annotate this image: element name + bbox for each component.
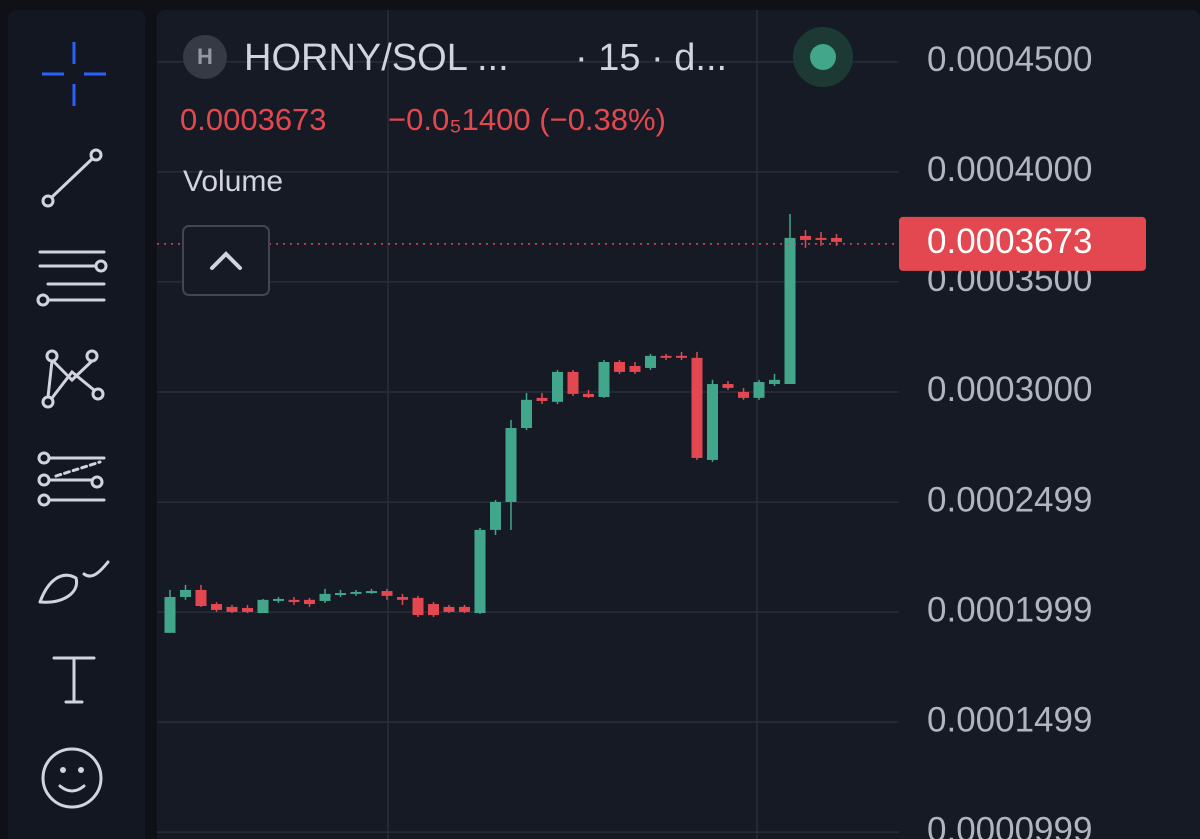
candle-body <box>815 237 827 240</box>
candle-body <box>676 355 687 358</box>
candle-body <box>707 384 718 460</box>
candle-body <box>536 397 548 401</box>
candle-body <box>598 362 610 397</box>
symbol-title[interactable]: HORNY/SOL ... <box>244 37 509 79</box>
last-price: 0.0003673 <box>180 102 327 137</box>
candle-body <box>474 529 486 614</box>
candle-body <box>490 501 501 530</box>
candle-body <box>784 237 796 385</box>
candle-body <box>319 593 331 601</box>
collapse-button[interactable] <box>182 225 270 296</box>
candle-body <box>350 591 362 594</box>
candle-body <box>211 604 222 610</box>
candle-body <box>288 599 300 603</box>
candle-body <box>521 399 532 429</box>
interval[interactable]: · 15 · d... <box>575 37 727 79</box>
candle-body <box>381 591 393 596</box>
candle-body <box>831 237 842 242</box>
y-tick-label: 0.0002499 <box>927 480 1092 519</box>
candle-body <box>195 589 207 607</box>
candle-body <box>660 355 672 358</box>
candle-body <box>257 599 269 614</box>
candle-body <box>428 604 439 616</box>
candle-body <box>567 371 579 394</box>
y-tick-label: 0.0004500 <box>927 40 1092 79</box>
candle-body <box>629 365 641 372</box>
candle-body <box>645 355 656 368</box>
candle-body <box>691 357 703 458</box>
y-tick-label: 0.0001499 <box>927 700 1092 739</box>
candle-body <box>273 598 284 601</box>
price-change: −0.0₅1400 (−0.38%) <box>388 102 666 137</box>
toolbar-icons[interactable] <box>36 42 110 809</box>
candle-body <box>552 371 563 402</box>
y-tick-label: 0.0004000 <box>927 150 1092 189</box>
candle-body <box>335 593 346 596</box>
candle-body <box>412 597 424 616</box>
candle-body <box>366 591 377 594</box>
candle-body <box>769 379 780 385</box>
price-label: 0.0003673 <box>927 222 1092 261</box>
candle-body <box>397 596 408 600</box>
candle-body <box>242 607 253 612</box>
candle-body <box>505 428 517 502</box>
toolbar <box>8 10 145 839</box>
chevron-up <box>210 251 242 270</box>
candle-body <box>800 235 811 240</box>
candle-body <box>443 606 455 612</box>
y-tick-label: 0.0000999 <box>927 810 1092 839</box>
candle-body <box>304 599 315 605</box>
candle-body <box>180 589 191 597</box>
candle-body <box>459 606 470 612</box>
candle-body <box>738 391 749 398</box>
price-label-box <box>899 216 1146 271</box>
candle-body <box>226 606 238 612</box>
candle-body <box>753 382 765 398</box>
candle-body <box>722 384 734 388</box>
candle-body <box>164 596 176 633</box>
candle-body <box>614 362 625 372</box>
symbol-icon-text: H <box>197 44 213 69</box>
y-tick-label: 0.0003000 <box>927 370 1092 409</box>
symbol-icon <box>183 35 227 79</box>
indicator-name: Volume <box>183 165 283 198</box>
y-tick-label: 0.0001999 <box>927 590 1092 629</box>
status-dot <box>810 44 836 70</box>
candle-body <box>583 393 594 397</box>
